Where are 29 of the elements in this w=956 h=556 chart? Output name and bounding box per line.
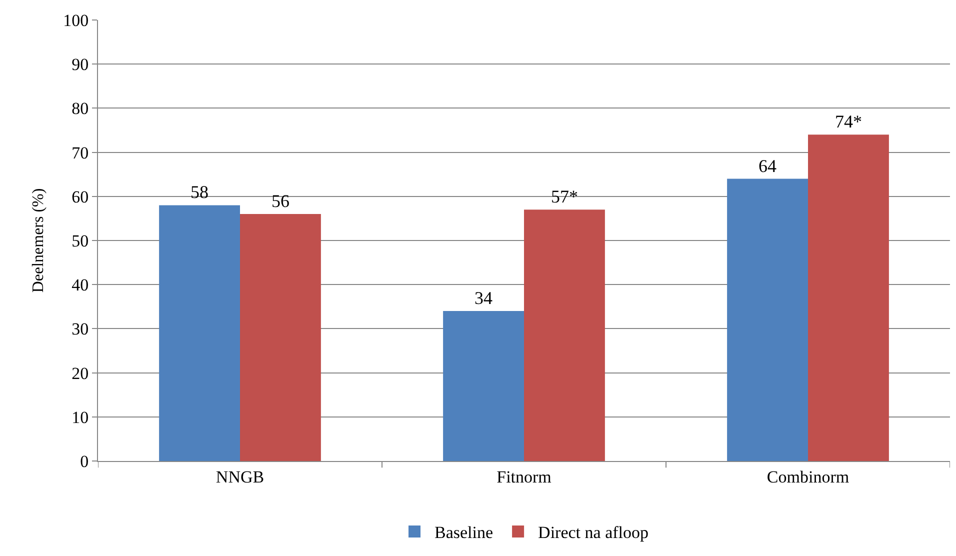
y-tick-label: 40 — [72, 276, 89, 295]
bar — [159, 205, 240, 461]
y-tick-label: 20 — [72, 364, 89, 383]
bar — [727, 178, 808, 461]
y-tick-label: 60 — [72, 187, 89, 206]
y-axis-title: Deelnemers (%) — [30, 188, 47, 293]
data-label: 74* — [834, 112, 862, 132]
bar — [443, 311, 524, 461]
data-label: 56 — [271, 191, 290, 212]
y-tick-label: 70 — [72, 143, 89, 162]
data-label: 34 — [474, 288, 493, 308]
y-tick-label: 10 — [72, 408, 89, 427]
y-tick-label: 80 — [72, 99, 89, 118]
bar — [240, 214, 321, 461]
y-tick-label: 0 — [80, 452, 89, 471]
data-label: 58 — [190, 182, 209, 202]
data-label: 64 — [758, 156, 777, 176]
y-tick-label: 50 — [72, 231, 89, 250]
legend-label: Baseline — [434, 523, 494, 542]
x-tick-label: Combinorm — [766, 467, 850, 486]
data-label: 57* — [550, 186, 578, 207]
y-tick-label: 100 — [63, 10, 89, 30]
y-tick-label: 90 — [72, 55, 89, 74]
bar — [808, 134, 889, 461]
bar — [524, 210, 605, 461]
x-tick-label: NNGB — [216, 467, 264, 486]
y-tick-label: 30 — [72, 320, 89, 339]
legend-label: Direct na afloop — [538, 523, 648, 542]
x-tick-label: Fitnorm — [496, 467, 552, 486]
